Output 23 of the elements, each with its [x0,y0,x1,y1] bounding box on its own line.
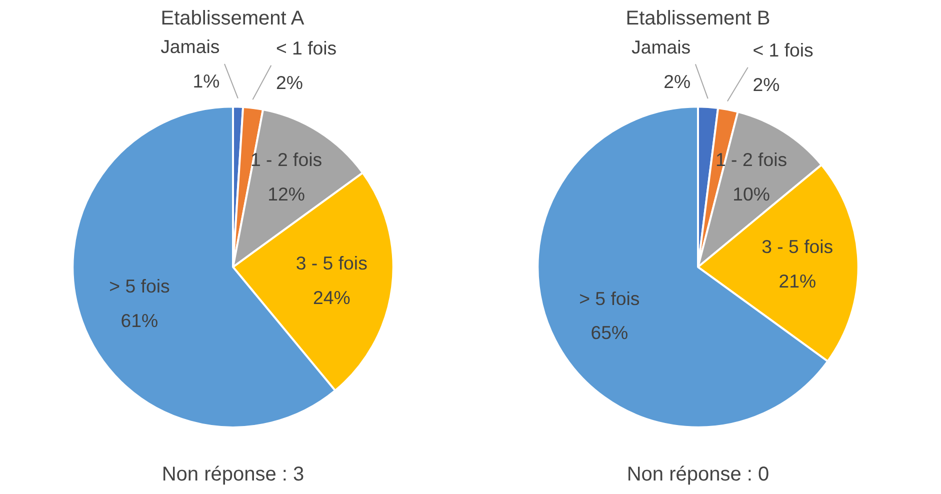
data-label: 2% [664,70,691,92]
data-label: 65% [590,322,628,344]
slice-label: Jamais [160,36,220,58]
text: Non réponse : 0 [626,464,770,486]
slice-label: < 1 fois [752,40,814,61]
data-label: 24% [312,287,350,308]
data-label: 61% [120,310,158,331]
data-label: 2% [752,74,780,96]
slice-label: 3 - 5 fois [296,252,368,274]
data-label: 12% [268,184,305,205]
text: Non réponse : 3 [162,464,304,486]
data-label: 1% [192,70,220,92]
slice-label: 1 - 2 fois [715,149,788,170]
slice-label: Jamais [632,36,691,58]
slice-label: > 5 fois [579,288,640,309]
data-label: 21% [778,270,816,292]
chart-title: Etablissement B [626,8,770,30]
data-label: 2% [276,72,303,94]
slice-label: > 5 fois [109,275,170,296]
data-label: 10% [732,184,770,205]
slice-label: < 1 fois [276,38,337,59]
slice-label: 3 - 5 fois [762,236,834,257]
chart-title: Etablissement A [160,8,305,30]
